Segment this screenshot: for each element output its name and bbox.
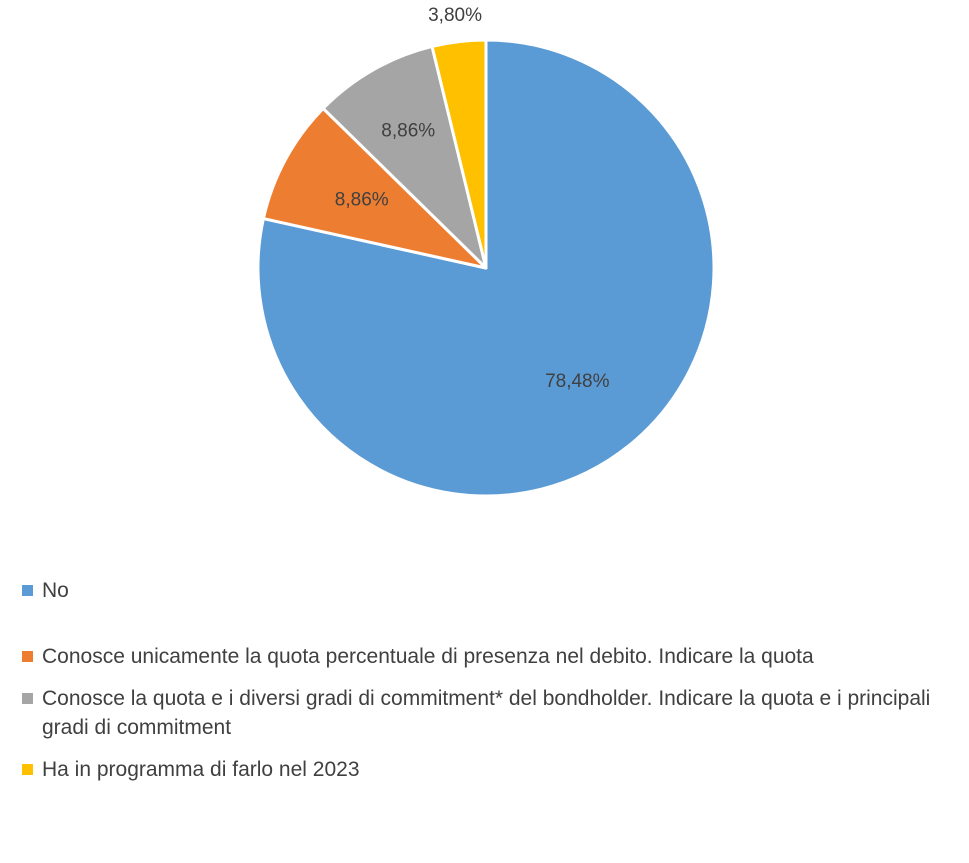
data-label-conosce-quota-gradi: 8,86%: [381, 120, 435, 141]
pie-slices: [256, 38, 716, 498]
legend-marker-no: [22, 585, 33, 596]
pie-slice-no: [256, 38, 716, 498]
pie-slice-programma-2023: [430, 38, 488, 270]
legend-label-conosce-unicamente: Conosce unicamente la quota percentuale …: [42, 645, 814, 668]
data-label-programma-2023: 3,80%: [428, 5, 482, 26]
legend-item-conosce-quota-gradi: Conosce la quota e i diversi gradi di co…: [22, 684, 962, 742]
legend-marker-programma-2023: [22, 764, 33, 775]
chart-legend: No Conosce unicamente la quota percentua…: [22, 576, 962, 784]
legend-label-programma-2023: Ha in programma di farlo nel 2023: [42, 758, 360, 781]
legend-item-conosce-unicamente: Conosce unicamente la quota percentuale …: [22, 642, 962, 671]
legend-item-programma-2023: Ha in programma di farlo nel 2023: [22, 755, 962, 784]
legend-label-conosce-quota-gradi: Conosce la quota e i diversi gradi di co…: [42, 687, 931, 739]
data-label-conosce-unicamente: 8,86%: [335, 190, 389, 211]
pie-chart: 78,48% 8,86% 8,86% 3,80%: [256, 5, 716, 498]
pie-slice-conosce-unicamente: [261, 106, 488, 270]
legend-item-no: No: [22, 576, 962, 605]
legend-marker-conosce-unicamente: [22, 651, 33, 662]
legend-label-no: No: [42, 579, 69, 602]
data-label-no: 78,48%: [545, 371, 610, 392]
legend-marker-conosce-quota-gradi: [22, 693, 33, 704]
pie-data-labels: 78,48% 8,86% 8,86% 3,80%: [335, 5, 610, 392]
